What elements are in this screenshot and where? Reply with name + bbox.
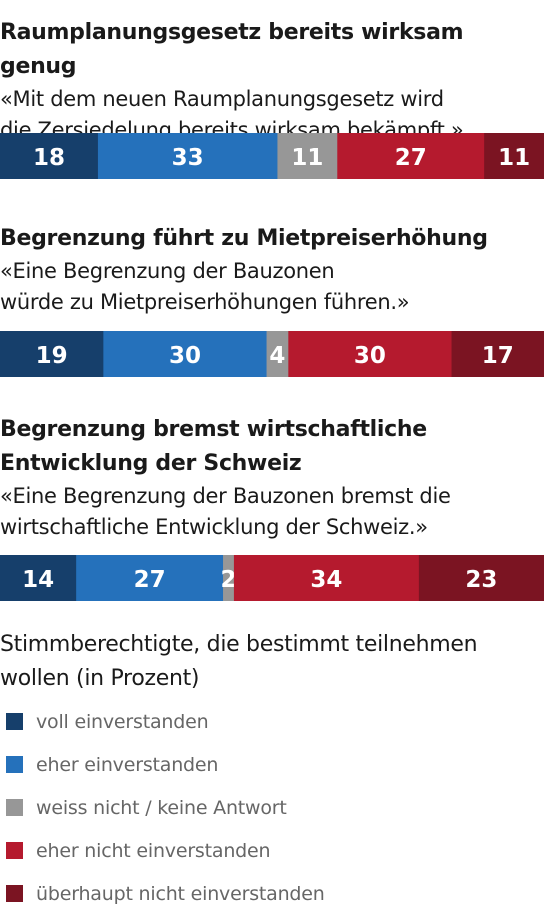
chart-2-title: Begrenzung führt zu Mietpreiserhöhung [0, 226, 488, 251]
legend-item: überhaupt nicht einverstanden [0, 872, 544, 915]
bar-segment-3-1 [0, 555, 77, 601]
bar-segment-1-4 [337, 133, 485, 179]
bar-segment-2-4 [288, 331, 452, 377]
bar-segment-3-4 [233, 555, 420, 601]
chart-2-header: Begrenzung führt zu Mietpreiserhöhung «E… [0, 222, 544, 318]
bar-segment-1-5 [484, 133, 544, 179]
chart-2-stacked-bar: 19 30 4 30 17 [0, 331, 544, 377]
bar-value-label-2-3: 4 [269, 343, 285, 369]
bar-value-label-3-1: 14 [22, 567, 54, 593]
bar-value-label-2-5: 17 [482, 343, 514, 369]
bar-segment-3-5 [418, 555, 544, 601]
bar-value-label-1-4: 27 [395, 145, 427, 171]
chart-3-title-line-2: Entwicklung der Schweiz [0, 451, 302, 476]
chart-2-quote-line-2: würde zu Mietpreiserhöhungen führen.» [0, 290, 410, 314]
legend-label: weiss nicht / keine Antwort [36, 796, 287, 819]
legend-swatch [6, 756, 23, 773]
chart-1-header: Raumplanungsgesetz bereits wirksam genug… [0, 16, 544, 146]
bar-value-label-1-5: 11 [498, 145, 530, 171]
bar-segment-2-1 [0, 331, 104, 377]
legend-swatch [6, 885, 23, 902]
bar-value-label-1-3: 11 [291, 145, 323, 171]
legend: voll einverstanden eher einverstanden we… [0, 700, 544, 915]
bar-segment-2-5 [451, 331, 544, 377]
chart-3-quote-line-1: «Eine Begrenzung der Bauzonen bremst die [0, 484, 451, 508]
legend-swatch [6, 799, 23, 816]
bar-value-label-3-5: 23 [465, 567, 497, 593]
bar-value-label-2-1: 19 [36, 343, 68, 369]
bar-segment-1-3 [277, 133, 338, 179]
bar-segment-3-3 [223, 555, 235, 601]
legend-swatch [6, 842, 23, 859]
chart-3-stacked-bar: 14 27 2 34 23 [0, 555, 544, 601]
chart-1-quote-line-1: «Mit dem neuen Raumplanungsgesetz wird [0, 87, 444, 111]
bar-segment-1-2 [97, 133, 278, 179]
legend-label: voll einverstanden [36, 710, 209, 733]
legend-label: eher einverstanden [36, 753, 219, 776]
bar-segment-2-2 [103, 331, 267, 377]
chart-3-title-line-1: Begrenzung bremst wirtschaftliche [0, 417, 427, 442]
chart-3-header: Begrenzung bremst wirtschaftliche Entwic… [0, 413, 544, 543]
chart-2-quote-line-1: «Eine Begrenzung der Bauzonen [0, 259, 335, 283]
bar-segment-3-2 [76, 555, 224, 601]
bar-value-label-1-1: 18 [33, 145, 65, 171]
bar-value-label-3-2: 27 [134, 567, 166, 593]
bar-value-label-1-2: 33 [172, 145, 204, 171]
bar-value-label-3-3: 2 [220, 567, 236, 593]
chart-note: Stimmberechtigte, die bestimmt teilnehme… [0, 632, 478, 691]
bar-segment-1-1 [0, 133, 99, 179]
legend-item: voll einverstanden [0, 700, 544, 743]
bar-segment-2-3 [266, 331, 289, 377]
legend-item: weiss nicht / keine Antwort [0, 786, 544, 829]
bar-value-label-2-4: 30 [354, 343, 386, 369]
legend-label: überhaupt nicht einverstanden [36, 882, 325, 905]
bar-value-label-3-4: 34 [310, 567, 342, 593]
legend-item: eher einverstanden [0, 743, 544, 786]
legend-item: eher nicht einverstanden [0, 829, 544, 872]
chart-3-quote-line-2: wirtschaftliche Entwicklung der Schweiz.… [0, 515, 428, 539]
chart-1-stacked-bar: 18 33 11 27 11 [0, 133, 544, 179]
bar-value-label-2-2: 30 [169, 343, 201, 369]
chart-1-title: Raumplanungsgesetz bereits wirksam genug [0, 20, 464, 79]
legend-swatch [6, 713, 23, 730]
legend-label: eher nicht einverstanden [36, 839, 271, 862]
